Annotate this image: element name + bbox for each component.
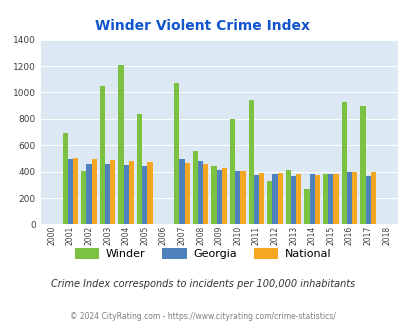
Bar bbox=[179, 159, 184, 224]
Bar bbox=[73, 158, 78, 224]
Bar bbox=[81, 171, 86, 224]
Bar bbox=[105, 164, 110, 224]
Bar bbox=[192, 151, 198, 224]
Bar bbox=[333, 174, 338, 224]
Bar bbox=[147, 162, 152, 224]
Bar bbox=[221, 168, 226, 224]
Bar bbox=[216, 170, 221, 224]
Bar bbox=[290, 176, 296, 224]
Bar bbox=[248, 100, 253, 224]
Bar bbox=[346, 172, 351, 224]
Bar bbox=[370, 172, 375, 224]
Bar bbox=[341, 102, 346, 224]
Bar bbox=[272, 174, 277, 224]
Bar bbox=[253, 175, 258, 224]
Bar bbox=[92, 159, 96, 224]
Bar bbox=[100, 86, 105, 224]
Bar bbox=[118, 65, 123, 224]
Bar bbox=[277, 173, 282, 224]
Bar bbox=[304, 189, 309, 224]
Bar bbox=[110, 160, 115, 224]
Bar bbox=[359, 106, 364, 224]
Bar bbox=[203, 164, 208, 224]
Bar bbox=[240, 171, 245, 224]
Bar bbox=[322, 174, 328, 224]
Bar bbox=[266, 182, 272, 224]
Text: © 2024 CityRating.com - https://www.cityrating.com/crime-statistics/: © 2024 CityRating.com - https://www.city… bbox=[70, 312, 335, 321]
Bar bbox=[174, 83, 179, 224]
Bar bbox=[62, 133, 68, 224]
Bar bbox=[230, 119, 234, 224]
Text: Crime Index corresponds to incidents per 100,000 inhabitants: Crime Index corresponds to incidents per… bbox=[51, 279, 354, 289]
Bar bbox=[136, 114, 142, 224]
Bar bbox=[309, 174, 314, 224]
Legend: Winder, Georgia, National: Winder, Georgia, National bbox=[70, 243, 335, 263]
Bar bbox=[285, 170, 290, 224]
Bar bbox=[184, 163, 190, 224]
Bar bbox=[351, 172, 356, 224]
Bar bbox=[211, 166, 216, 224]
Bar bbox=[123, 165, 128, 224]
Bar bbox=[142, 166, 147, 224]
Bar bbox=[258, 173, 264, 224]
Bar bbox=[328, 174, 333, 224]
Bar bbox=[86, 164, 92, 224]
Bar bbox=[128, 161, 134, 224]
Bar bbox=[234, 171, 240, 224]
Bar bbox=[198, 161, 203, 224]
Text: Winder Violent Crime Index: Winder Violent Crime Index bbox=[95, 19, 310, 33]
Bar bbox=[364, 176, 370, 224]
Bar bbox=[68, 159, 73, 224]
Bar bbox=[296, 174, 301, 224]
Bar bbox=[314, 175, 319, 224]
